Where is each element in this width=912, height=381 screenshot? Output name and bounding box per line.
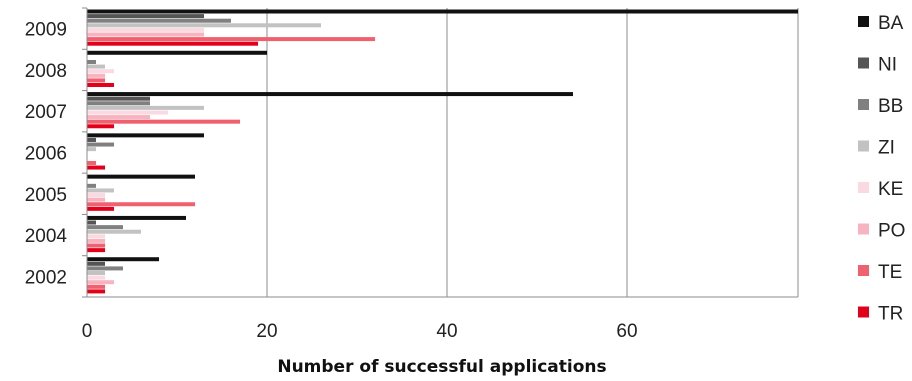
legend-swatch-zi xyxy=(858,140,869,152)
bar-zi-2002 xyxy=(87,271,105,276)
x-tick-label: 0 xyxy=(82,321,93,342)
bar-ke-2005 xyxy=(87,193,105,198)
bar-ni-2007 xyxy=(87,96,150,101)
bar-ba-2002 xyxy=(87,257,159,262)
y-tick-labels: 2009 2008 2007 2006 2005 2004 2002 xyxy=(25,20,68,289)
legend-label-po: PO xyxy=(878,221,905,242)
legend-swatch-te xyxy=(858,265,869,276)
bar-bb-2008 xyxy=(87,59,96,64)
bar-po-2007 xyxy=(87,115,150,120)
bar-zi-2004 xyxy=(87,229,141,234)
bar-ba-2008 xyxy=(87,50,267,55)
bar-te-2008 xyxy=(87,78,105,83)
bar-ke-2002 xyxy=(87,275,105,280)
bar-tr-2005 xyxy=(87,206,114,211)
bar-ni-2006 xyxy=(87,137,96,142)
bar-te-2007 xyxy=(87,119,240,124)
bar-bb-2005 xyxy=(87,183,96,188)
bar-zi-2005 xyxy=(87,188,114,193)
y-tick-label: 2008 xyxy=(25,61,67,82)
x-tick-label: 40 xyxy=(436,321,457,342)
legend-label-ni: NI xyxy=(878,55,897,76)
bar-zi-2006 xyxy=(87,147,96,152)
bar-bb-2006 xyxy=(87,142,114,147)
legend-swatch-tr xyxy=(858,306,869,318)
bar-te-2004 xyxy=(87,243,105,248)
y-tick-label: 2002 xyxy=(25,267,67,288)
legend: BA NI BB ZI KE PO TE TR xyxy=(858,13,905,325)
bar-tr-2006 xyxy=(87,165,105,170)
bar-bb-2007 xyxy=(87,101,150,106)
bar-ba-2004 xyxy=(87,215,186,220)
x-tick-labels: 0 20 40 60 xyxy=(82,321,638,342)
bar-ba-2009 xyxy=(87,9,798,14)
legend-label-ba: BA xyxy=(878,13,904,34)
bar-zi-2007 xyxy=(87,105,204,110)
bars xyxy=(87,9,798,294)
bar-bb-2004 xyxy=(87,225,123,230)
legend-label-ke: KE xyxy=(878,179,903,200)
bar-tr-2009 xyxy=(87,41,258,46)
x-tick-label: 20 xyxy=(256,321,277,342)
bar-ba-2005 xyxy=(87,174,195,179)
bar-tr-2004 xyxy=(87,248,105,253)
legend-swatch-po xyxy=(858,223,869,235)
bar-ba-2007 xyxy=(87,92,573,97)
legend-label-te: TE xyxy=(878,262,902,283)
bar-po-2005 xyxy=(87,197,105,202)
legend-swatch-ke xyxy=(858,182,869,193)
bar-zi-2009 xyxy=(87,23,321,28)
legend-swatch-ba xyxy=(858,16,869,27)
gridlines xyxy=(266,8,799,297)
bar-ni-2004 xyxy=(87,220,96,225)
y-tick-label: 2004 xyxy=(25,226,68,247)
y-tick-label: 2009 xyxy=(25,20,67,41)
bar-po-2009 xyxy=(87,32,204,37)
bar-ke-2009 xyxy=(87,27,204,32)
bar-te-2002 xyxy=(87,284,105,289)
axes xyxy=(82,7,798,298)
y-tick-label: 2006 xyxy=(25,144,67,165)
bar-ni-2002 xyxy=(87,261,105,266)
bar-ba-2006 xyxy=(87,133,204,138)
legend-swatch-ni xyxy=(858,57,869,69)
legend-label-tr: TR xyxy=(878,304,903,325)
bar-po-2002 xyxy=(87,280,114,285)
bar-ke-2007 xyxy=(87,110,168,115)
y-tick-label: 2007 xyxy=(25,102,67,123)
bar-tr-2002 xyxy=(87,289,105,294)
legend-label-zi: ZI xyxy=(878,138,895,159)
bar-te-2005 xyxy=(87,202,195,207)
bar-te-2009 xyxy=(87,37,375,42)
bar-zi-2008 xyxy=(87,64,105,69)
bar-po-2008 xyxy=(87,73,105,78)
bar-ke-2004 xyxy=(87,234,105,239)
legend-swatch-bb xyxy=(858,99,869,110)
x-axis-title: Number of successful applications xyxy=(277,357,606,377)
bar-ni-2009 xyxy=(87,14,204,19)
bar-tr-2007 xyxy=(87,124,114,129)
bar-po-2004 xyxy=(87,238,105,243)
bar-tr-2008 xyxy=(87,82,114,87)
bar-bb-2002 xyxy=(87,266,123,271)
bar-te-2006 xyxy=(87,160,96,165)
x-tick-label: 60 xyxy=(616,321,637,342)
y-tick-label: 2005 xyxy=(25,185,67,206)
bar-bb-2009 xyxy=(87,18,231,23)
legend-label-bb: BB xyxy=(878,96,903,117)
bar-ke-2008 xyxy=(87,69,114,74)
